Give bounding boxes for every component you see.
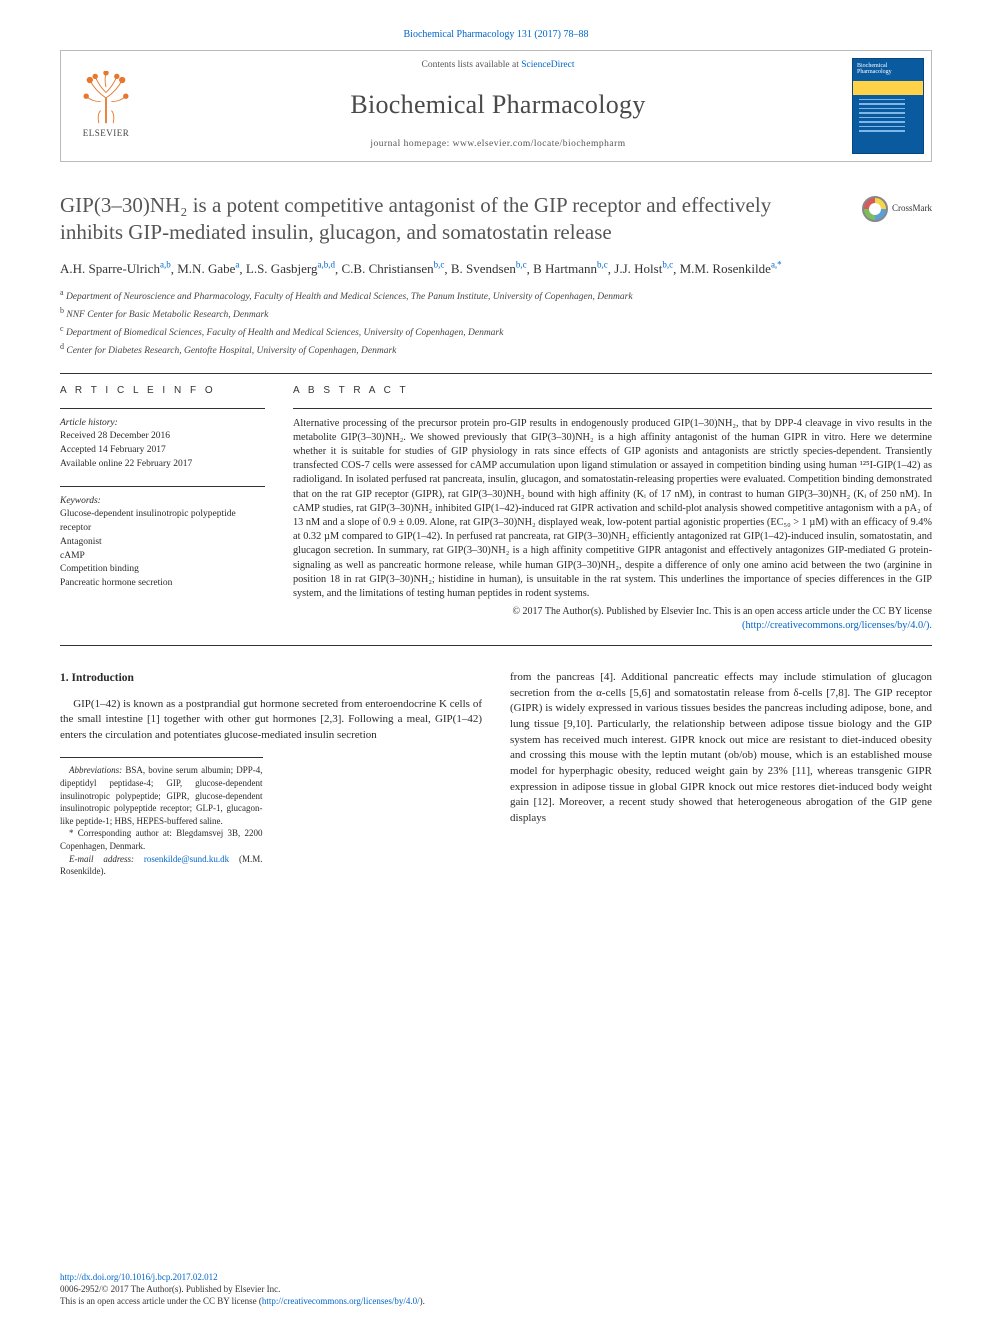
keywords-label: Keywords: xyxy=(60,495,265,509)
publisher-logo-cell: ELSEVIER xyxy=(61,51,151,161)
abbreviations-note: Abbreviations: BSA, bovine serum albumin… xyxy=(60,764,263,827)
email-note: E-mail address: rosenkilde@sund.ku.dk (M… xyxy=(60,853,263,878)
history-accepted: Accepted 14 February 2017 xyxy=(60,444,265,458)
abstract-column: A B S T R A C T Alternative processing o… xyxy=(293,384,932,633)
abstract-text: Alternative processing of the precursor … xyxy=(293,417,932,634)
crossmark-label: CrossMark xyxy=(892,202,932,214)
author: B. Svendsenb,c xyxy=(451,261,527,276)
footnotes-block: Abbreviations: BSA, bovine serum albumin… xyxy=(60,757,263,877)
homepage-label: journal homepage: xyxy=(370,139,452,149)
journal-cover-thumb: Biochemical Pharmacology xyxy=(852,58,924,154)
license-link[interactable]: (http://creativecommons.org/licenses/by/… xyxy=(293,619,932,633)
abstract-heading: A B S T R A C T xyxy=(293,384,932,398)
history-received: Received 28 December 2016 xyxy=(60,430,265,444)
author: A.H. Sparre-Ulricha,b xyxy=(60,261,171,276)
section-heading-intro: 1. Introduction xyxy=(60,670,482,686)
affiliation: b NNF Center for Basic Metabolic Researc… xyxy=(60,305,932,323)
homepage-url[interactable]: www.elsevier.com/locate/biochempharm xyxy=(453,139,626,149)
intro-paragraph: GIP(1–42) is known as a postprandial gut… xyxy=(60,697,482,744)
info-rule xyxy=(60,486,265,487)
author: J.J. Holstb,c xyxy=(614,261,673,276)
crossmark-icon xyxy=(862,196,888,222)
crossmark-badge[interactable]: CrossMark xyxy=(862,196,932,222)
doi-link[interactable]: http://dx.doi.org/10.1016/j.bcp.2017.02.… xyxy=(60,1272,218,1282)
article-info-column: A R T I C L E I N F O Article history: R… xyxy=(60,384,265,633)
affiliation: d Center for Diabetes Research, Gentofte… xyxy=(60,341,932,359)
journal-homepage-line: journal homepage: www.elsevier.com/locat… xyxy=(370,138,625,151)
corresponding-email-link[interactable]: rosenkilde@sund.ku.dk xyxy=(144,854,229,864)
affiliation-list: a Department of Neuroscience and Pharmac… xyxy=(60,287,932,359)
license-line-post: ). xyxy=(420,1296,425,1306)
keyword: Antagonist xyxy=(60,536,265,550)
cover-title: Biochemical Pharmacology xyxy=(857,63,919,76)
citation-line: Biochemical Pharmacology 131 (2017) 78–8… xyxy=(60,28,932,42)
intro-paragraph-col2: from the pancreas [4]. Additional pancre… xyxy=(510,670,932,826)
affiliation: c Department of Biomedical Sciences, Fac… xyxy=(60,323,932,341)
author: B Hartmannb,c xyxy=(533,261,608,276)
keywords-block: Keywords: Glucose-dependent insulinotrop… xyxy=(60,495,265,591)
article-title: GIP(3–30)NH₂ is a potent competitive ant… xyxy=(60,192,932,247)
info-rule xyxy=(293,408,932,409)
author-list: A.H. Sparre-Ulricha,b, M.N. Gabea, L.S. … xyxy=(60,259,932,279)
masthead: ELSEVIER Contents lists available at Sci… xyxy=(60,50,932,162)
author: M.M. Rosenkildea,* xyxy=(680,261,782,276)
author: C.B. Christiansenb,c xyxy=(342,261,445,276)
keyword: Glucose-dependent insulinotropic polypep… xyxy=(60,508,265,536)
page-footer: http://dx.doi.org/10.1016/j.bcp.2017.02.… xyxy=(60,1271,932,1307)
history-online: Available online 22 February 2017 xyxy=(60,458,265,472)
footer-license-link[interactable]: http://creativecommons.org/licenses/by/4… xyxy=(262,1296,420,1306)
affiliation: a Department of Neuroscience and Pharmac… xyxy=(60,287,932,305)
issn-copyright-line: 0006-2952/© 2017 The Author(s). Publishe… xyxy=(60,1284,280,1294)
article-info-heading: A R T I C L E I N F O xyxy=(60,384,265,398)
body-columns: 1. Introduction GIP(1–42) is known as a … xyxy=(60,670,932,878)
sciencedirect-link[interactable]: ScienceDirect xyxy=(521,60,574,70)
section-rule xyxy=(60,373,932,374)
masthead-center: Contents lists available at ScienceDirec… xyxy=(151,51,845,161)
keyword: Pancreatic hormone secretion xyxy=(60,577,265,591)
author: L.S. Gasbjerga,b,d xyxy=(246,261,335,276)
keyword: cAMP xyxy=(60,550,265,564)
elsevier-tree-icon xyxy=(79,71,133,125)
info-rule xyxy=(60,408,265,409)
corresponding-author-note: * Corresponding author at: Blegdamsvej 3… xyxy=(60,827,263,852)
article-header: GIP(3–30)NH₂ is a potent competitive ant… xyxy=(60,192,932,247)
publisher-logo-text: ELSEVIER xyxy=(83,127,130,139)
abstract-copyright: © 2017 The Author(s). Published by Elsev… xyxy=(293,605,932,619)
article-history: Article history: Received 28 December 20… xyxy=(60,417,265,472)
author: M.N. Gabea xyxy=(177,261,239,276)
history-label: Article history: xyxy=(60,417,265,431)
keyword: Competition binding xyxy=(60,563,265,577)
journal-cover-cell: Biochemical Pharmacology xyxy=(845,51,931,161)
info-abstract-row: A R T I C L E I N F O Article history: R… xyxy=(60,384,932,633)
journal-name: Biochemical Pharmacology xyxy=(350,87,645,122)
contents-line-text: Contents lists available at xyxy=(421,60,521,70)
section-rule xyxy=(60,645,932,646)
license-line-pre: This is an open access article under the… xyxy=(60,1296,262,1306)
contents-available-line: Contents lists available at ScienceDirec… xyxy=(421,59,574,72)
